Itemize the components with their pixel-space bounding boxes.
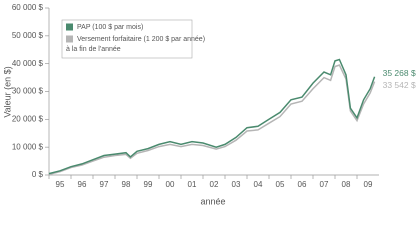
y-tick-label: 10 000 $ bbox=[12, 142, 44, 151]
end-label: 33 542 $ bbox=[383, 80, 416, 90]
chart: Valeur (en $) année 0 $ 10 000 $ 20 000 $ 3… bbox=[2, 3, 416, 206]
y-tick-label: 40 000 $ bbox=[12, 59, 44, 68]
series-line bbox=[48, 58, 376, 175]
x-tick-label: 06 bbox=[298, 180, 307, 189]
x-tick-label: 05 bbox=[276, 180, 285, 189]
y-tick-label: 0 $ bbox=[32, 170, 44, 179]
x-tick-label: 96 bbox=[78, 180, 87, 189]
y-tick-label: 60 000 $ bbox=[12, 3, 44, 12]
x-tick-label: 97 bbox=[100, 180, 109, 189]
legend-swatch bbox=[66, 35, 73, 43]
legend-swatch bbox=[66, 23, 73, 31]
x-tick-label: 99 bbox=[144, 180, 153, 189]
x-tick-label: 07 bbox=[320, 180, 329, 189]
legend-label: PAP (100 $ par mois) bbox=[77, 24, 143, 31]
x-tick-label: 98 bbox=[122, 180, 131, 189]
x-axis-title: année bbox=[200, 196, 225, 206]
x-tick-label: 09 bbox=[364, 180, 373, 189]
y-axis-title: Valeur (en $) bbox=[2, 66, 12, 117]
x-tick-label: 03 bbox=[232, 180, 241, 189]
y-tick-label: 50 000 $ bbox=[12, 31, 44, 40]
legend-label: Versement forfaitaire (1 200 $ par année… bbox=[66, 36, 205, 53]
legend-box bbox=[61, 19, 193, 59]
x-tick-label: 00 bbox=[166, 180, 175, 189]
x-tick-label: 01 bbox=[188, 180, 197, 189]
x-tick-label: 95 bbox=[56, 180, 65, 189]
x-tick-label: 02 bbox=[210, 180, 219, 189]
end-label: 35 268 $ bbox=[383, 68, 416, 78]
series-line bbox=[48, 64, 376, 176]
x-tick-label: 04 bbox=[254, 180, 263, 189]
y-tick-label: 20 000 $ bbox=[12, 114, 44, 123]
x-tick-label: 08 bbox=[342, 180, 351, 189]
y-tick-label: 30 000 $ bbox=[12, 87, 44, 96]
